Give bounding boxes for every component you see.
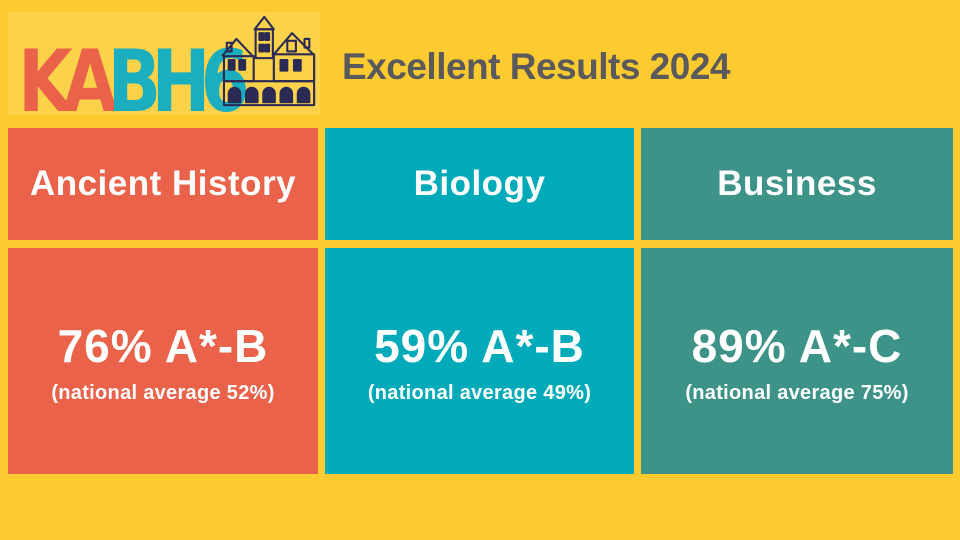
result-value: 76% A*-B (57, 320, 269, 372)
slide-title: Excellent Results 2024 (342, 46, 731, 87)
school-building-icon (221, 15, 316, 107)
result-value: 89% A*-C (691, 320, 903, 372)
school-logo-wordmark: KABH6 (18, 39, 250, 125)
national-average: (national average 75%) (685, 382, 909, 404)
subject-label: Business (717, 164, 877, 203)
subject-header-biology: Biology (325, 128, 634, 240)
national-average: (national average 49%) (367, 382, 592, 404)
result-card-ancient-history: 76% A*-B (national average 52%) (8, 248, 318, 474)
school-logo-panel: KABH6 (8, 12, 320, 125)
result-value: 59% A*-B (374, 320, 585, 372)
result-card-business: 89% A*-C (national average 75%) (641, 248, 953, 474)
national-average: (national average 52%) (51, 382, 275, 404)
subject-label: Ancient History (29, 164, 297, 203)
subject-label: Biology (413, 164, 546, 203)
subject-header-ancient-history: Ancient History (8, 128, 318, 240)
subject-header-business: Business (641, 128, 953, 240)
logo-text-ka: KA (18, 32, 117, 132)
result-card-biology: 59% A*-B (national average 49%) (325, 248, 634, 474)
